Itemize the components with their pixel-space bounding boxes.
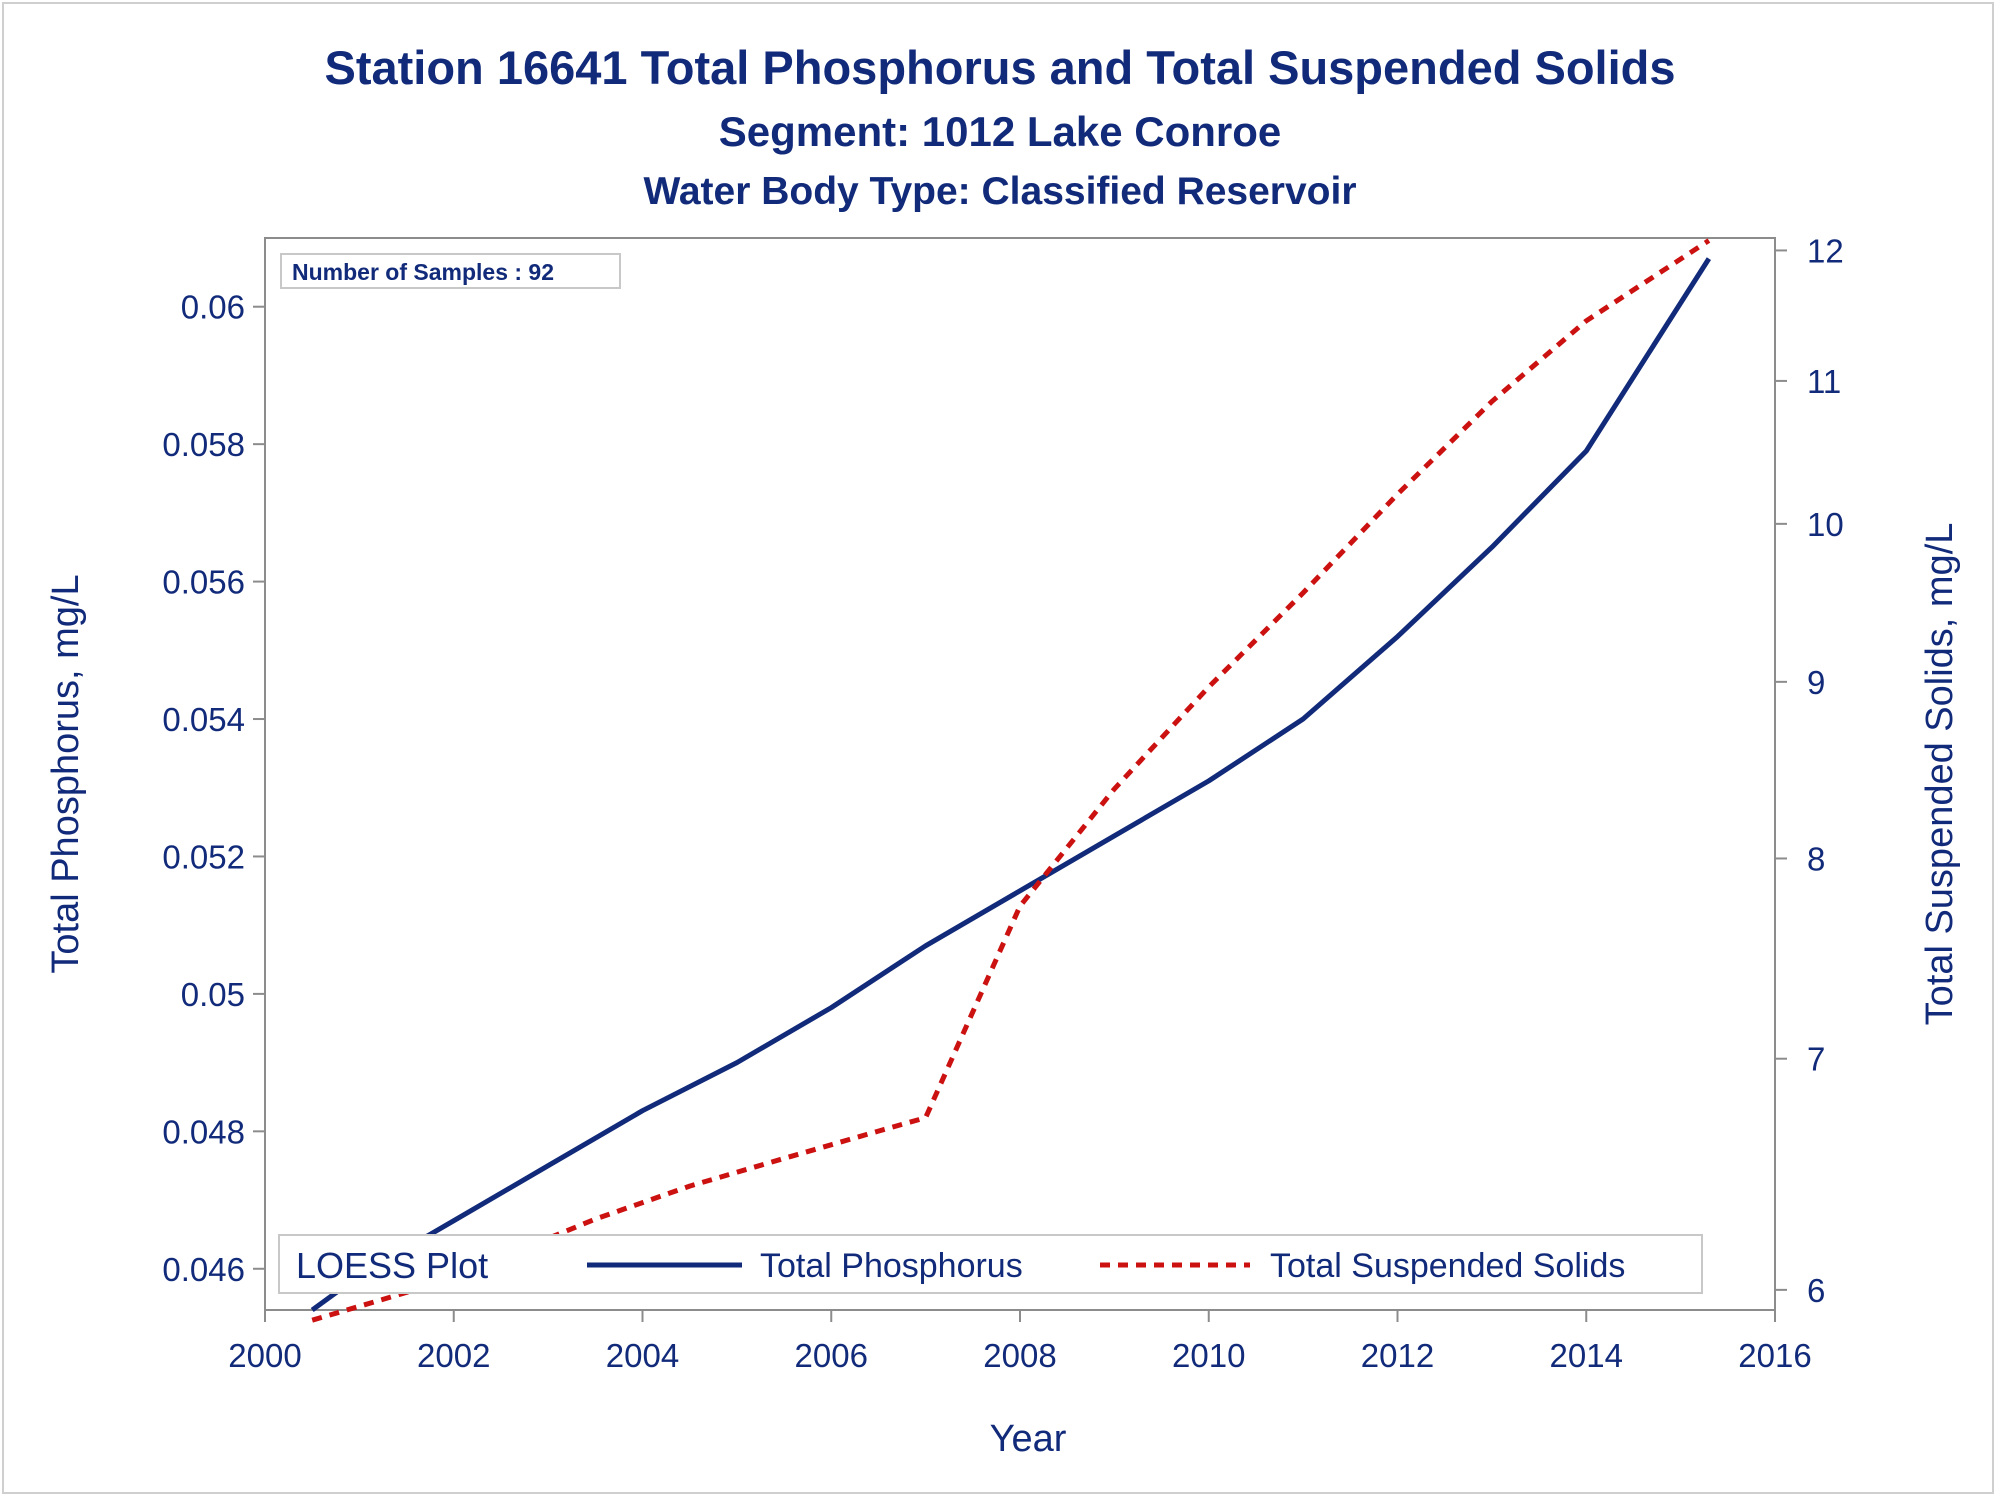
x-tick-label: 2002 bbox=[417, 1337, 490, 1374]
x-tick-label: 2016 bbox=[1738, 1337, 1811, 1374]
y-tick-label: 0.048 bbox=[162, 1113, 245, 1150]
y2-axis-title: Total Suspended Solids, mg/L bbox=[1919, 523, 1961, 1026]
y2-tick-label: 9 bbox=[1807, 664, 1825, 701]
y2-tick-label: 7 bbox=[1807, 1041, 1825, 1078]
y-tick-label: 0.052 bbox=[162, 838, 245, 875]
series-line-total-suspended-solids bbox=[311, 238, 1711, 1323]
legend-label-total-suspended-solids: Total Suspended Solids bbox=[1270, 1247, 1625, 1285]
x-tick-label: 2006 bbox=[795, 1337, 868, 1374]
y-tick-label: 0.06 bbox=[181, 289, 245, 326]
y-axis-right: 6 7 8 9 10 11 12 bbox=[1775, 232, 1844, 1309]
chart-subtitle-2: Water Body Type: Classified Reservoir bbox=[643, 170, 1357, 213]
sample-count-inset: Number of Samples : 92 bbox=[280, 253, 621, 289]
series-lines bbox=[310, 238, 1712, 1323]
chart-subtitle: Segment: 1012 Lake Conroe bbox=[718, 108, 1282, 155]
y2-tick-label: 6 bbox=[1807, 1272, 1825, 1309]
y-axis-title: Total Phosphorus, mg/L bbox=[45, 574, 87, 973]
legend-label-total-phosphorus: Total Phosphorus bbox=[760, 1247, 1023, 1285]
y-tick-label: 0.05 bbox=[181, 976, 245, 1013]
x-tick-label: 2008 bbox=[983, 1337, 1056, 1374]
y-tick-label: 0.058 bbox=[162, 426, 245, 463]
x-tick-label: 2004 bbox=[606, 1337, 679, 1374]
y-axis-left: 0.046 0.048 0.05 0.052 0.054 0.056 0.058 0.06 bbox=[162, 289, 265, 1288]
y2-tick-label: 8 bbox=[1807, 840, 1825, 877]
y-tick-label: 0.054 bbox=[162, 701, 245, 738]
x-tick-label: 2012 bbox=[1361, 1337, 1434, 1374]
y2-tick-label: 10 bbox=[1807, 506, 1844, 543]
y2-tick-label: 11 bbox=[1807, 363, 1841, 400]
y2-tick-label: 12 bbox=[1807, 232, 1844, 269]
legend-box bbox=[278, 1234, 1703, 1294]
plot-area bbox=[264, 237, 1776, 1311]
legend-title: LOESS Plot bbox=[296, 1245, 488, 1286]
legend: LOESS Plot Total Phosphorus Total Suspen… bbox=[278, 1234, 1703, 1294]
series-line-total-phosphorus bbox=[310, 257, 1712, 1313]
inset-text: Number of Samples : 92 bbox=[292, 259, 554, 285]
x-axis: 2000 2002 2004 2006 2008 2010 2012 2014 2016 bbox=[228, 1310, 1812, 1374]
y-tick-label: 0.056 bbox=[162, 564, 245, 601]
y-tick-label: 0.046 bbox=[162, 1251, 245, 1288]
x-tick-label: 2000 bbox=[228, 1337, 301, 1374]
inset-box bbox=[280, 253, 621, 289]
x-tick-label: 2014 bbox=[1550, 1337, 1623, 1374]
x-tick-label: 2010 bbox=[1172, 1337, 1245, 1374]
x-axis-title: Year bbox=[990, 1418, 1067, 1460]
chart-title: Station 16641 Total Phosphorus and Total… bbox=[324, 41, 1676, 94]
